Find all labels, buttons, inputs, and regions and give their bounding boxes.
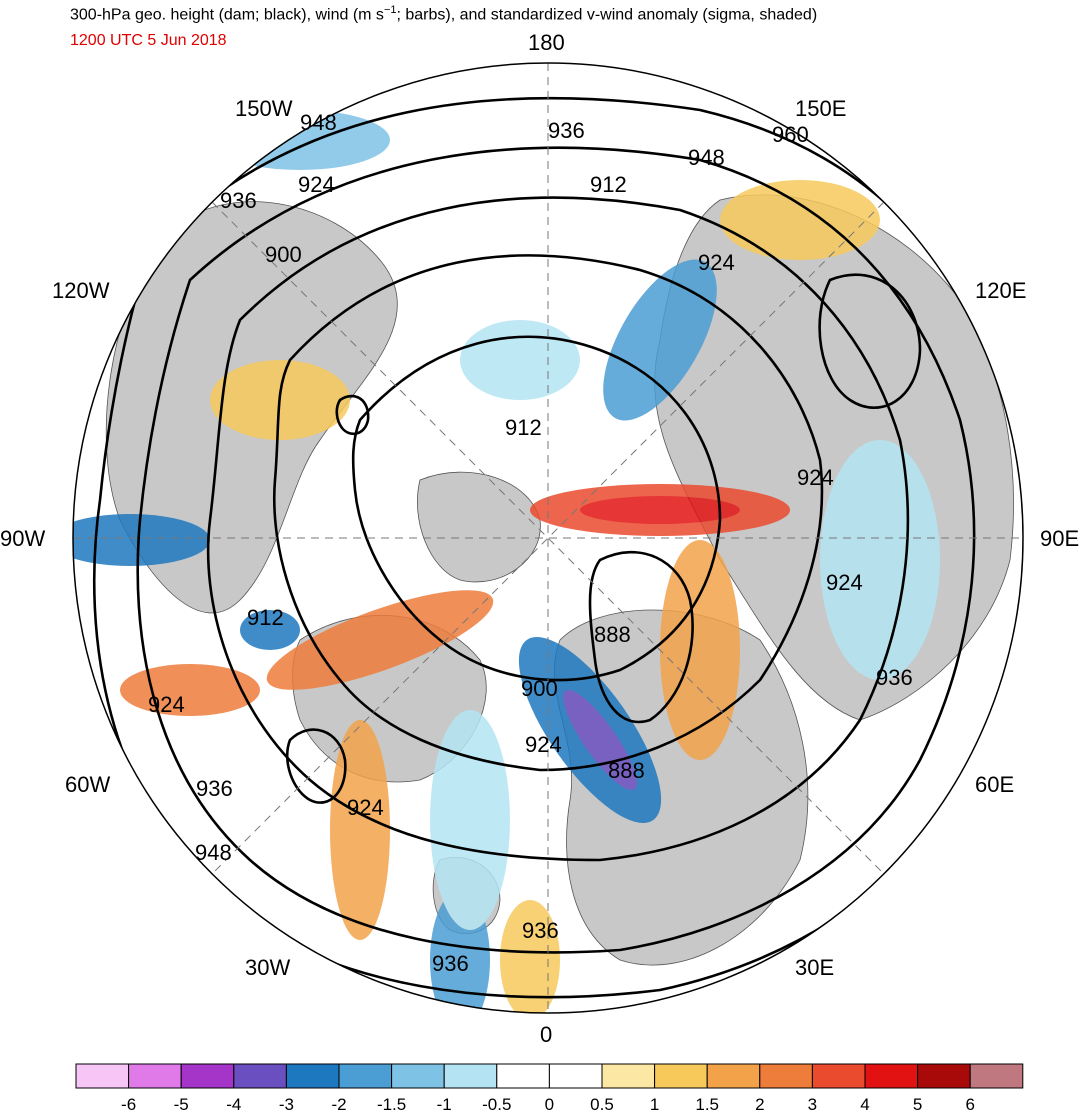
colorbar-tick-label: 1.5	[695, 1095, 719, 1112]
colorbar-tick-label: 0.5	[590, 1095, 614, 1112]
contour-label: 960	[772, 122, 809, 147]
graticule	[73, 63, 1023, 1013]
colorbar-swatch	[917, 1063, 971, 1089]
contour-label: 948	[688, 145, 725, 170]
lon-label-180: 180	[528, 30, 565, 55]
colorbar-tick-label: 5	[913, 1095, 922, 1112]
contour-label: 912	[590, 172, 627, 197]
contour-label: 900	[521, 676, 558, 701]
colorbar: -6 -5 -4 -3 -2 -1.5 -1 -0.5 0 0.5 1 1.5 2 3 4 5 6	[75, 1063, 1024, 1112]
contour-label: 936	[876, 665, 913, 690]
colorbar-tick-label: 4	[860, 1095, 869, 1112]
contour-label: 936	[220, 188, 257, 213]
lon-label-30w: 30W	[245, 955, 290, 980]
colorbar-swatch	[128, 1063, 182, 1089]
contour-label: 936	[196, 776, 233, 801]
contour-label: 936	[548, 118, 585, 143]
contour-label: 948	[195, 840, 232, 865]
colorbar-swatch	[75, 1063, 130, 1089]
colorbar-swatch	[233, 1063, 287, 1089]
chart-title: 300-hPa geo. height (dam; black), wind (…	[70, 4, 818, 24]
lon-label-90e: 90E	[1040, 526, 1079, 551]
lon-label-60e: 60E	[975, 772, 1014, 797]
colorbar-tick-label: -1.5	[377, 1095, 406, 1112]
contour-label: 948	[300, 110, 337, 135]
colorbar-swatch	[864, 1063, 919, 1089]
lon-label-60w: 60W	[65, 772, 110, 797]
contour-label: 924	[298, 172, 335, 197]
colorbar-tick-label: -1	[437, 1095, 452, 1112]
contour-label: 924	[347, 795, 384, 820]
lon-label-0: 0	[540, 1022, 552, 1047]
colorbar-swatch	[180, 1063, 235, 1089]
colorbar-swatch	[391, 1063, 445, 1089]
lon-label-150w: 150W	[235, 96, 293, 121]
colorbar-tick-label: 6	[965, 1095, 974, 1112]
colorbar-tick-label: -5	[174, 1095, 189, 1112]
contour-label: 888	[608, 758, 645, 783]
colorbar-tick-label: 2	[755, 1095, 764, 1112]
map-border	[72, 62, 1024, 1014]
lon-label-120w: 120W	[52, 278, 110, 303]
contour-label: 888	[594, 622, 631, 647]
map-disk	[73, 63, 1023, 1013]
longitude-labels: 180 0 90E 90W 150E 120E 60E 30E 150W 120…	[0, 30, 1079, 1047]
colorbar-tick-label: -0.5	[482, 1095, 511, 1112]
colorbar-swatch	[285, 1063, 340, 1089]
contour-label: 924	[148, 692, 185, 717]
colorbar-tick-label: -4	[226, 1095, 241, 1112]
colorbar-swatch	[654, 1063, 708, 1089]
valid-time: 1200 UTC 5 Jun 2018	[70, 32, 227, 49]
colorbar-tick-label: -2	[331, 1095, 346, 1112]
contour-label: 900	[265, 242, 302, 267]
colorbar-tick-label: -6	[121, 1095, 136, 1112]
colorbar-swatch	[969, 1063, 1024, 1089]
colorbar-tick-label: 1	[650, 1095, 659, 1112]
contour-label: 924	[826, 570, 863, 595]
lon-label-90w: 90W	[0, 526, 45, 551]
contour-label: 912	[505, 415, 542, 440]
contour-label: 924	[797, 465, 834, 490]
colorbar-swatch	[811, 1063, 866, 1089]
colorbar-swatch	[601, 1063, 656, 1089]
lon-label-30e: 30E	[795, 955, 834, 980]
contour-label: 924	[698, 250, 735, 275]
lon-label-120e: 120E	[975, 278, 1026, 303]
colorbar-swatch	[706, 1063, 761, 1089]
colorbar-tick-label: 3	[808, 1095, 817, 1112]
colorbar-swatch	[443, 1063, 498, 1089]
contour-labels: 948 936 924 900 936 912 948 960 924 912 …	[148, 110, 913, 976]
contour-label: 936	[432, 951, 469, 976]
contour-label: 924	[525, 732, 562, 757]
lon-label-150e: 150E	[795, 96, 846, 121]
colorbar-swatch	[496, 1063, 550, 1089]
contour-label: 912	[247, 605, 284, 630]
colorbar-swatch	[548, 1063, 603, 1089]
colorbar-tick-label: -3	[279, 1095, 294, 1112]
colorbar-tick-label: 0	[545, 1095, 554, 1112]
colorbar-swatch	[759, 1063, 813, 1089]
contour-label: 936	[522, 918, 559, 943]
colorbar-swatch	[338, 1063, 393, 1089]
